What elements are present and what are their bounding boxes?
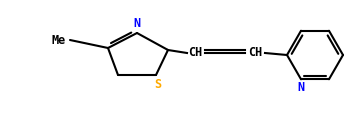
Text: CH: CH [248, 46, 262, 60]
Text: CH: CH [188, 46, 202, 60]
Text: N: N [298, 81, 304, 94]
Text: N: N [134, 17, 141, 30]
Text: Me: Me [52, 33, 66, 46]
Text: S: S [154, 78, 162, 91]
